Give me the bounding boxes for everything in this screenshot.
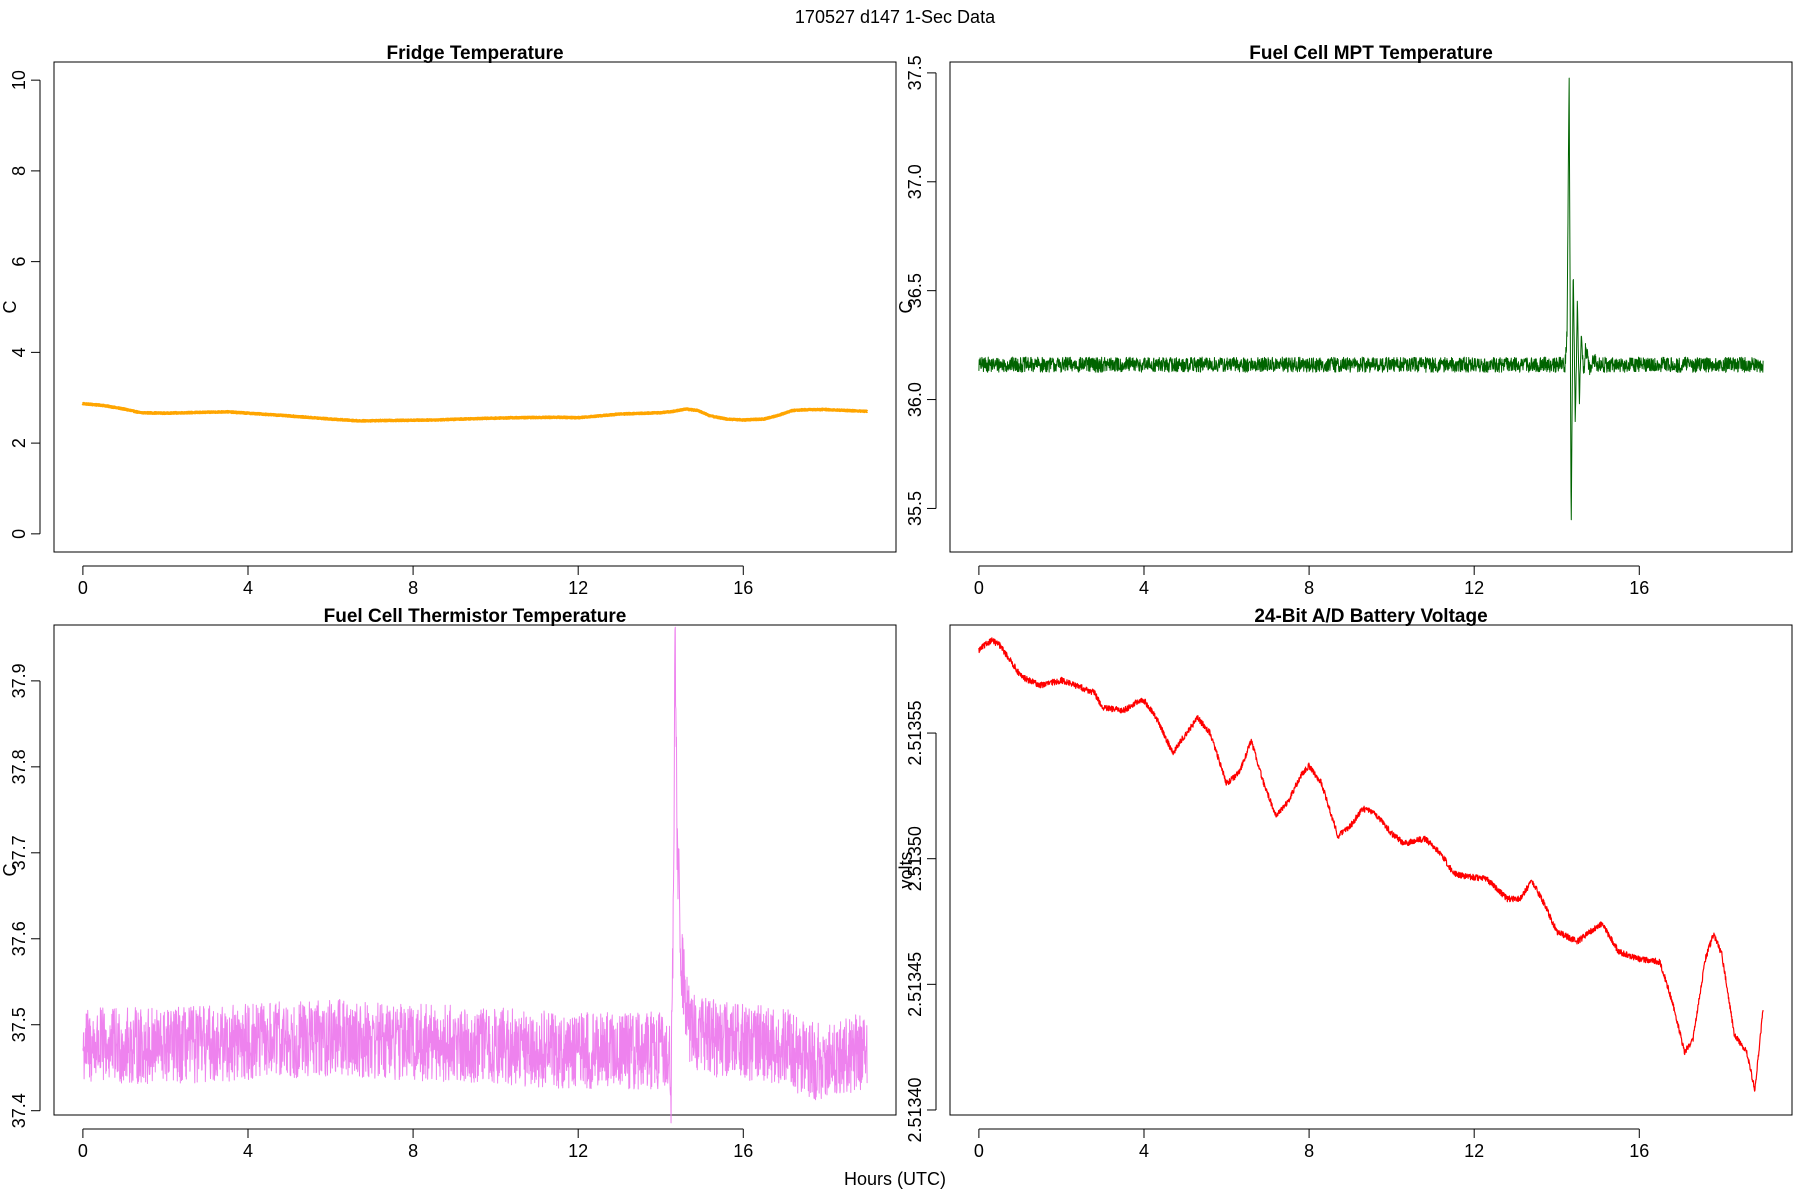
x-tick-label: 4 — [1139, 578, 1149, 598]
y-axis-label: C — [0, 864, 20, 877]
panel-title: Fuel Cell MPT Temperature — [1249, 43, 1493, 64]
x-tick-label: 12 — [1464, 578, 1484, 598]
y-tick-label: 10 — [9, 70, 29, 90]
x-tick-label: 4 — [243, 1141, 253, 1161]
y-tick-label: 35.5 — [905, 491, 925, 526]
x-axis: 0 4 8 12 16 — [974, 565, 1649, 598]
y-axis: 35.5 36.0 36.5 37.0 37.5 — [905, 55, 937, 526]
x-tick-label: 8 — [1304, 578, 1314, 598]
y-tick-label: 37.5 — [9, 1007, 29, 1042]
data-series-line — [978, 77, 1764, 521]
y-tick-label: 8 — [9, 166, 29, 176]
x-tick-label: 0 — [974, 578, 984, 598]
y-tick-label: 37.9 — [9, 663, 29, 698]
x-tick-label: 4 — [243, 578, 253, 598]
y-axis-label: volts — [896, 851, 916, 888]
y-tick-label: 2.51340 — [905, 1077, 925, 1142]
y-tick-label: 37.8 — [9, 749, 29, 784]
y-tick-label: 2.51345 — [905, 952, 925, 1017]
figure-x-axis-label: Hours (UTC) — [844, 1169, 946, 1189]
y-axis: 37.4 37.5 37.6 37.7 37.8 37.9 — [9, 663, 41, 1128]
panel-fridge-temperature: Fridge Temperature 0 4 8 12 16 0 2 4 6 8 10 C — [0, 43, 897, 598]
y-tick-label: 37.0 — [905, 164, 925, 199]
y-tick-label: 36.5 — [905, 273, 925, 308]
panel-fuel-cell-thermistor-temperature: Fuel Cell Thermistor Temperature 0 4 8 12 16 3… — [0, 606, 897, 1161]
y-tick-label: 36.0 — [905, 382, 925, 417]
data-series-line — [81, 401, 869, 423]
panel-title: 24-Bit A/D Battery Voltage — [1254, 606, 1487, 627]
y-tick-label: 2.51350 — [905, 826, 925, 891]
panel-battery-voltage: 24-Bit A/D Battery Voltage 0 4 8 12 16 2.51340… — [896, 606, 1793, 1161]
x-tick-label: 0 — [78, 1141, 88, 1161]
x-tick-label: 16 — [1629, 578, 1649, 598]
panel-title: Fridge Temperature — [386, 43, 563, 64]
x-tick-label: 16 — [733, 578, 753, 598]
x-axis: 0 4 8 12 16 — [78, 565, 753, 598]
y-tick-label: 4 — [9, 347, 29, 357]
y-tick-label: 37.6 — [9, 921, 29, 956]
y-tick-label: 2 — [9, 438, 29, 448]
y-axis-label: C — [896, 301, 916, 314]
y-axis: 2.51340 2.51345 2.51350 2.51355 — [905, 701, 937, 1143]
x-tick-label: 8 — [408, 578, 418, 598]
plot-frame — [53, 624, 897, 1116]
x-axis: 0 4 8 12 16 — [78, 1128, 753, 1161]
x-tick-label: 12 — [568, 578, 588, 598]
plot-frame — [949, 624, 1793, 1116]
x-tick-label: 0 — [974, 1141, 984, 1161]
x-tick-label: 4 — [1139, 1141, 1149, 1161]
x-axis: 0 4 8 12 16 — [974, 1128, 1649, 1161]
x-tick-label: 16 — [1629, 1141, 1649, 1161]
panel-fuel-cell-mpt-temperature: Fuel Cell MPT Temperature 0 4 8 12 16 35.5 36.0… — [896, 43, 1793, 598]
plot-frame — [53, 61, 897, 553]
plot-frame — [949, 61, 1793, 553]
data-series-line — [978, 637, 1764, 1092]
x-tick-label: 8 — [408, 1141, 418, 1161]
y-tick-label: 37.7 — [9, 835, 29, 870]
data-series-line — [82, 626, 868, 1124]
y-tick-label: 37.5 — [905, 55, 925, 90]
panel-title: Fuel Cell Thermistor Temperature — [324, 606, 627, 627]
y-tick-label: 2.51355 — [905, 701, 925, 766]
x-tick-label: 8 — [1304, 1141, 1314, 1161]
x-tick-label: 12 — [568, 1141, 588, 1161]
figure-main-title: 170527 d147 1-Sec Data — [795, 7, 996, 27]
x-tick-label: 16 — [733, 1141, 753, 1161]
y-tick-label: 37.4 — [9, 1093, 29, 1128]
y-axis-label: C — [0, 301, 20, 314]
x-tick-label: 12 — [1464, 1141, 1484, 1161]
x-tick-label: 0 — [78, 578, 88, 598]
y-tick-label: 0 — [9, 529, 29, 539]
y-axis: 0 2 4 6 8 10 — [9, 70, 41, 539]
y-tick-label: 6 — [9, 257, 29, 267]
